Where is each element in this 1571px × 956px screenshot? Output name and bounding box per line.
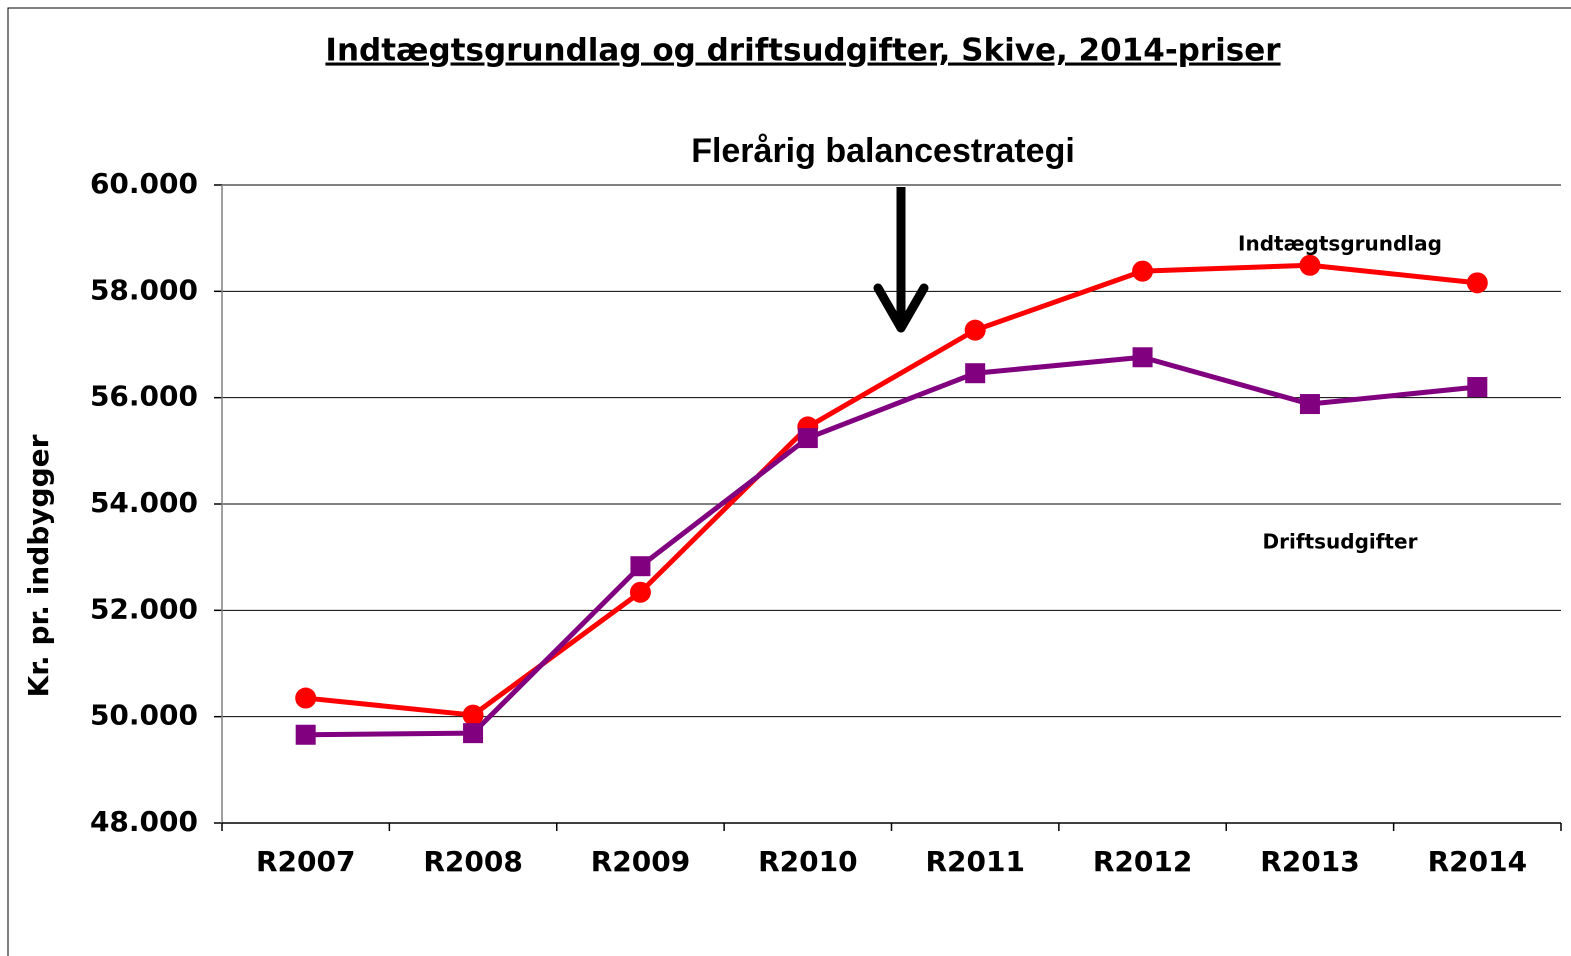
- x-tick-label: R2011: [925, 845, 1025, 878]
- annotation: Flerårig balancestrategi: [691, 132, 1075, 170]
- y-tick-label: 60.000: [90, 167, 198, 200]
- marker: [463, 723, 484, 744]
- x-tick-label: R2009: [591, 845, 691, 878]
- series-line: [305, 354, 1478, 738]
- y-tick-label: 52.000: [90, 592, 198, 625]
- marker: [295, 687, 317, 709]
- frame: [7, 7, 1571, 956]
- marker: [1466, 272, 1488, 294]
- x-tick-label: R2013: [1260, 845, 1360, 878]
- marker: [965, 363, 986, 384]
- y-tick-label: 54.000: [90, 486, 198, 519]
- x-tick-label: R2007: [256, 845, 356, 878]
- x-tick-label: R2010: [758, 845, 858, 878]
- series-label: Indtægtsgrundlag: [1238, 232, 1442, 256]
- marker: [629, 581, 651, 603]
- marker: [1299, 254, 1321, 276]
- y-tick-label: 56.000: [90, 380, 198, 413]
- marker: [797, 428, 818, 449]
- marker: [1299, 394, 1320, 415]
- chart-title: Indtægtsgrundlag og driftsudgifter, Skiv…: [325, 33, 1281, 69]
- y-tick-label: 50.000: [90, 699, 198, 732]
- x-tick-label: R2008: [423, 845, 523, 878]
- y-axis-label: Kr. pr. indbygger: [22, 434, 55, 697]
- marker: [1132, 260, 1154, 282]
- y-tick-label: 58.000: [90, 273, 198, 306]
- marker: [1132, 347, 1153, 368]
- marker: [1467, 377, 1488, 398]
- marker: [964, 319, 986, 341]
- series-line: [305, 262, 1478, 718]
- marker: [630, 556, 651, 577]
- y-tick-label: 48.000: [90, 805, 198, 838]
- x-tick-label: R2012: [1093, 845, 1193, 878]
- marker: [462, 704, 484, 726]
- marker: [295, 724, 316, 745]
- arrow: [873, 187, 929, 333]
- series-label: Driftsudgifter: [1263, 530, 1418, 554]
- x-tick-label: R2014: [1428, 845, 1528, 878]
